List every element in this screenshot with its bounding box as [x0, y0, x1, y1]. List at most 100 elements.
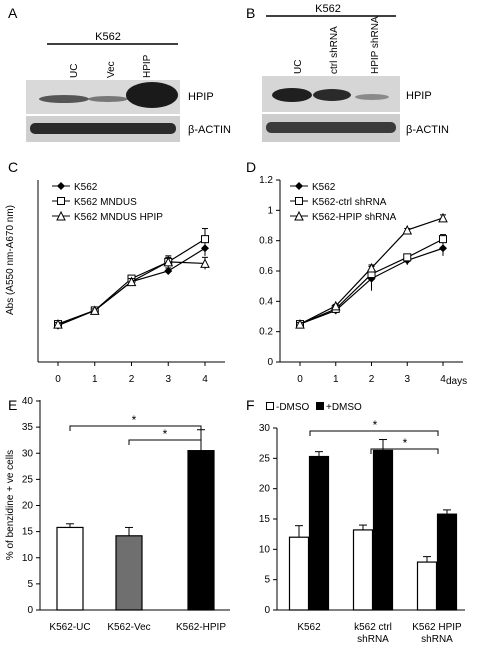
blot-b-lane-uc: UC — [293, 60, 304, 74]
chart-e-significance: * * — [69, 413, 202, 445]
chart-e-ytick-label-6: 30 — [22, 448, 34, 459]
chart-f-bar-1-0 — [352, 529, 374, 611]
chart-c-xtick-label-0: 0 — [55, 374, 61, 385]
blot-b-actin-band — [266, 122, 396, 133]
chart-c-xtick-label-2: 2 — [129, 374, 135, 385]
chart-e-star-1: * — [132, 413, 137, 427]
chart-d-series-2-point-2 — [366, 262, 377, 273]
chart-f-legend-swatch-minus — [266, 402, 274, 410]
chart-d-ytick-label-2: 0.4 — [259, 296, 273, 307]
chart-f-category-0-line-0: K562 — [297, 622, 321, 633]
chart-f-bracket-2 — [370, 448, 439, 454]
blot-a-lane-uc: UC — [69, 64, 80, 78]
blot-a-cell-line: K562 — [95, 31, 121, 43]
chart-c-legend-label-1: K562 — [74, 182, 98, 193]
chart-d-legend-label-3: K562-HPIP shRNA — [312, 212, 397, 223]
chart-c-legend-marker-2 — [57, 197, 65, 205]
chart-d-series-1-point-4 — [439, 235, 447, 244]
blot-a-band-uc — [39, 95, 89, 103]
chart-c-xtick-label-4: 4 — [202, 374, 208, 385]
chart-c-series-2-line — [57, 261, 206, 325]
chart-c-legend-marker-1 — [57, 182, 65, 190]
chart-d-series-2-point-0 — [295, 318, 305, 329]
chart-c-series-2-point-2 — [126, 276, 137, 287]
chart-d: 0 1 2 3 4 0 0.2 0.4 0.6 0.8 1 1.2 days K562 K562-ct… — [259, 175, 467, 387]
chart-e-ytick-label-5: 25 — [22, 474, 34, 485]
chart-d-ytick-label-6: 1.2 — [259, 175, 273, 186]
chart-d-series-0-point-4 — [439, 244, 447, 253]
panel-letter-c: C — [8, 159, 18, 175]
chart-c-series — [53, 228, 210, 330]
chart-f-bracket-1 — [309, 430, 439, 436]
chart-d-series-2-point-3 — [402, 224, 413, 235]
chart-e-category-2: K562-HPIP — [176, 622, 226, 633]
chart-c-series-2-point-0 — [53, 318, 63, 329]
blot-a-actin-band — [30, 123, 176, 134]
chart-f-legend-label-minus: -DMSO — [276, 402, 310, 413]
chart-e-bars: K562-UC K562-Vec K562-HPIP — [49, 429, 226, 633]
chart-c-xtick-label-3: 3 — [165, 374, 171, 385]
blot-b-lane-hpip-shrna: HPIP shRNA — [370, 16, 381, 74]
chart-e-bar-0 — [56, 526, 84, 611]
chart-f-ytick-label-5: 25 — [259, 453, 271, 464]
blot-b-band-hpip-shrna — [355, 94, 389, 100]
blot-a-lane-vec: Vec — [106, 61, 117, 78]
chart-c-series-2-point-4 — [200, 258, 210, 268]
chart-f-ytick-label-2: 10 — [259, 544, 271, 555]
chart-e-category-1: K562-Vec — [107, 622, 150, 633]
chart-f-ytick-label-6: 30 — [259, 423, 271, 434]
chart-e-ytick-label-1: 5 — [27, 579, 33, 590]
chart-d-legend-label-2: K562-ctrl shRNA — [312, 197, 387, 208]
blot-a-band-hpip — [126, 82, 178, 108]
chart-c-legend-marker-3 — [56, 210, 66, 221]
chart-c-legend: K562 K562 MNDUS K562 MNDUS HPIP — [52, 182, 163, 223]
chart-f-star-1: * — [373, 418, 378, 432]
chart-f-category-1-line-0: k562 ctrl — [354, 622, 392, 633]
chart-f-category-2-line-1: shRNA — [421, 634, 453, 645]
chart-d-xtick-label-4: 4 — [440, 374, 446, 385]
chart-d-ytick-label-3: 0.6 — [259, 266, 273, 277]
blot-b-lane-ctrl: ctrl shRNA — [329, 26, 340, 74]
blot-b-cell-line: K562 — [315, 3, 341, 15]
chart-d-legend-marker-3 — [294, 210, 304, 221]
blot-b-band-ctrl — [313, 89, 351, 101]
chart-f-category-1-line-1: shRNA — [357, 634, 389, 645]
chart-f-bar-0-0 — [288, 536, 310, 611]
chart-c-x-ticks: 0 1 2 3 4 — [55, 362, 208, 385]
chart-f-legend: -DMSO +DMSO — [266, 402, 362, 413]
chart-f-ytick-label-3: 15 — [259, 514, 271, 525]
chart-e-ylabel: % of benzidine + ve cells — [5, 450, 16, 560]
panel-letter-f: F — [246, 397, 255, 413]
blot-b-band-uc — [272, 88, 312, 102]
chart-d-series-2-point-4 — [438, 212, 448, 223]
chart-f-bar-0-1 — [308, 455, 330, 611]
chart-f-significance: * * — [309, 418, 439, 454]
panel-letter-b: B — [246, 5, 255, 21]
blot-b: K562 UC ctrl shRNA HPIP shRNA HPIP β-ACT… — [262, 3, 449, 142]
chart-e: % of benzidine + ve cells 0 5 10 15 20 25 30 35… — [5, 396, 230, 633]
chart-d-series — [295, 212, 448, 329]
chart-e-ytick-label-0: 0 — [27, 605, 33, 616]
blot-a-band-vec — [88, 96, 128, 102]
blot-b-label-hpip: HPIP — [406, 90, 432, 102]
chart-d-ytick-label-4: 0.8 — [259, 236, 273, 247]
chart-d-series-1-point-3 — [403, 253, 412, 262]
panel-letter-d: D — [246, 159, 256, 175]
chart-c: Abs (A550 nm-A670 nm) 0 1 2 3 4 K562 K562 MN… — [5, 180, 225, 385]
chart-d-legend-marker-1 — [295, 182, 303, 190]
chart-e-bracket-uc-hpip — [69, 425, 202, 431]
chart-e-star-2: * — [163, 427, 168, 441]
chart-e-ytick-label-7: 35 — [22, 422, 34, 433]
chart-e-ticks: 0 5 10 15 20 25 30 35 40 — [22, 396, 40, 616]
chart-e-ytick-label-8: 40 — [22, 396, 34, 407]
chart-c-legend-label-3: K562 MNDUS HPIP — [74, 212, 163, 223]
chart-e-ytick-label-3: 15 — [22, 527, 34, 538]
chart-d-xtick-label-2: 2 — [369, 374, 375, 385]
panel-letter-a: A — [8, 5, 18, 21]
chart-f-ytick-label-0: 0 — [264, 605, 270, 616]
chart-c-series-0-line — [57, 247, 206, 327]
chart-f-ytick-label-1: 5 — [264, 575, 270, 586]
